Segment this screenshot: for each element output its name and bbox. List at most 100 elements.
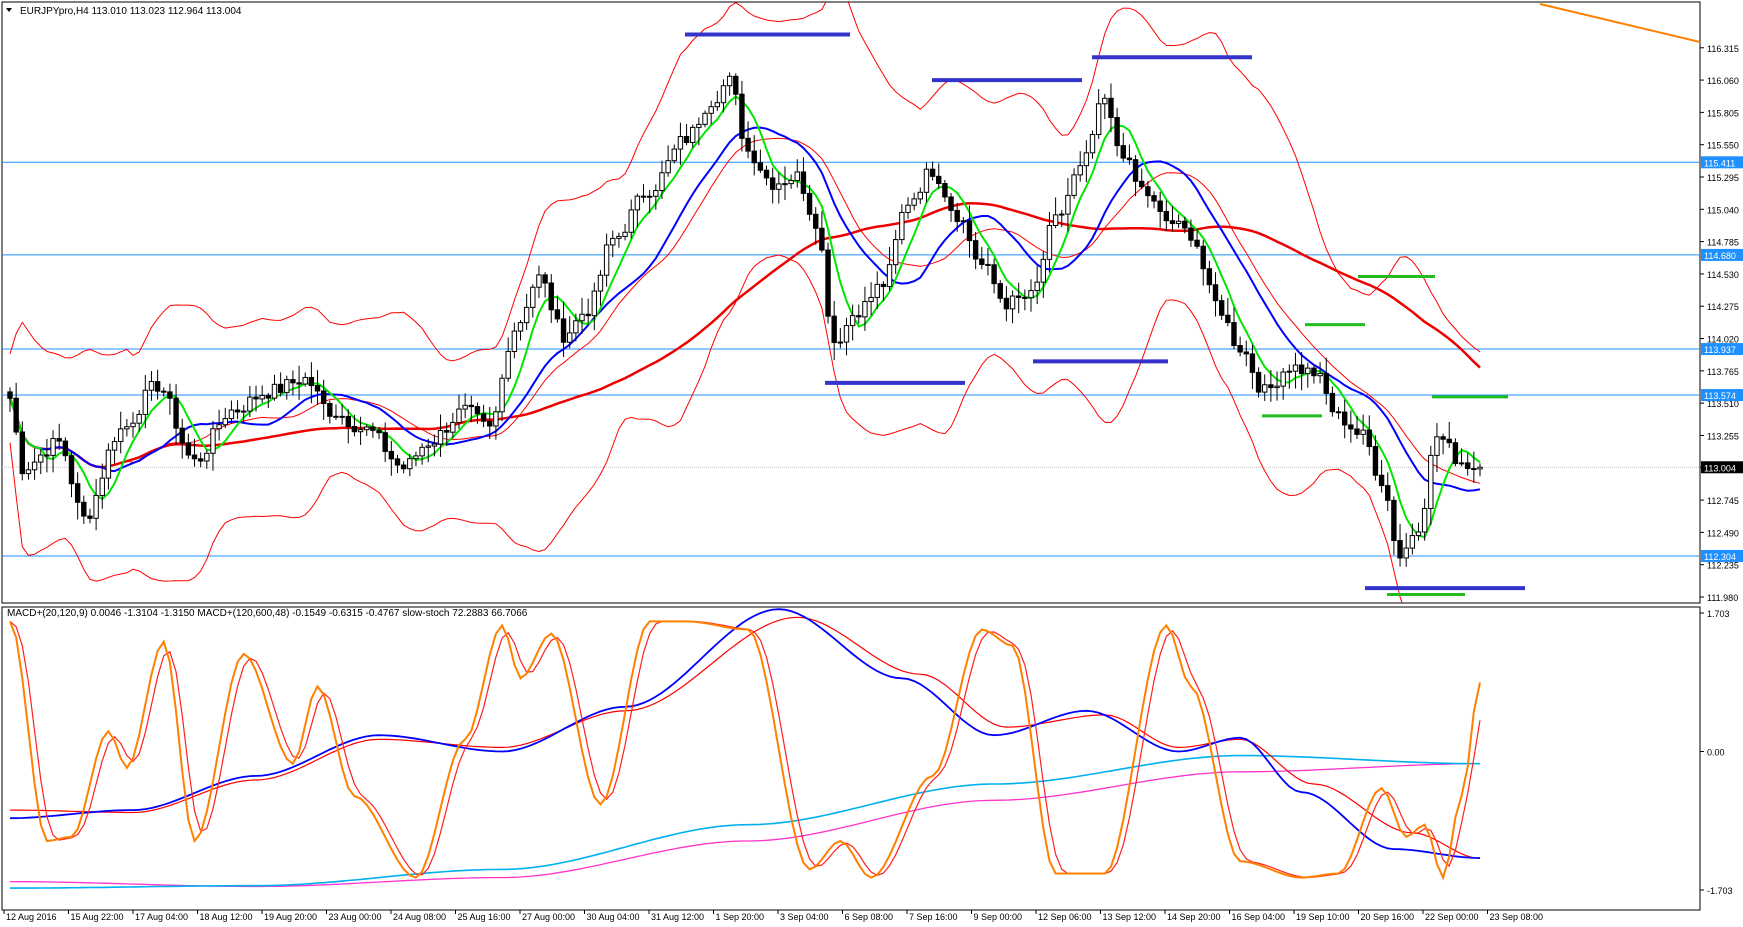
candle xyxy=(1255,367,1262,398)
candle-body xyxy=(905,204,911,213)
candle xyxy=(979,246,985,270)
candle-body xyxy=(1335,411,1342,414)
time-tick-label: 27 Aug 00:00 xyxy=(522,912,575,922)
candle-body xyxy=(622,231,628,237)
main-chart-area[interactable] xyxy=(1,1,1701,604)
drawn-markers[interactable] xyxy=(685,3,1700,596)
candle xyxy=(130,412,136,438)
candle xyxy=(794,159,800,188)
candle-body xyxy=(185,442,192,456)
candle xyxy=(142,375,149,429)
candle-body xyxy=(480,413,487,422)
candle xyxy=(1471,451,1477,483)
price-tick-label: 115.040 xyxy=(1707,205,1739,215)
candle-body xyxy=(677,135,684,150)
candle xyxy=(1114,107,1120,157)
candle xyxy=(56,423,62,450)
candle-body xyxy=(38,454,44,463)
candle xyxy=(314,370,321,405)
candle xyxy=(382,422,388,463)
candle xyxy=(972,231,979,270)
candle-body xyxy=(517,322,524,332)
candle xyxy=(154,369,161,400)
candle xyxy=(985,248,991,276)
candle xyxy=(1354,415,1360,439)
candle-body xyxy=(1360,429,1366,435)
candle xyxy=(862,286,868,331)
candle-body xyxy=(333,415,339,418)
candle-body xyxy=(1237,345,1243,353)
candle xyxy=(1212,272,1219,317)
candle xyxy=(917,187,923,204)
candle-body xyxy=(763,169,770,179)
candle xyxy=(769,167,776,204)
candle xyxy=(1280,368,1286,400)
candle xyxy=(1151,191,1157,209)
candle xyxy=(1286,364,1293,389)
time-axis: 12 Aug 2016 15 Aug 22:00 17 Aug 04:00 18 Au… xyxy=(3,910,1543,922)
candle xyxy=(1403,533,1409,567)
candle-body xyxy=(837,341,844,344)
price-tick-label: 116.315 xyxy=(1707,44,1739,54)
level-tag-label: 113.574 xyxy=(1704,391,1736,401)
candle xyxy=(1366,415,1372,456)
current-price-label: 113.004 xyxy=(1704,463,1736,473)
candle xyxy=(1391,496,1397,555)
time-tick-label: 6 Sep 08:00 xyxy=(845,912,894,922)
candle xyxy=(1028,279,1034,312)
candle-body xyxy=(351,425,358,433)
candle-body xyxy=(1102,97,1108,105)
candle xyxy=(1218,294,1225,320)
trend-line[interactable] xyxy=(1539,3,1700,43)
candle-body xyxy=(690,126,696,143)
subwindow-frame xyxy=(1,606,1701,911)
candle xyxy=(265,392,272,409)
candle-body xyxy=(1311,367,1317,377)
candle xyxy=(1274,371,1280,401)
candle-body xyxy=(407,458,413,470)
candle xyxy=(1157,191,1163,228)
candle xyxy=(13,382,19,435)
candle-body xyxy=(443,430,450,433)
candle xyxy=(320,379,327,420)
candle xyxy=(480,404,487,428)
level-tag-label: 112.304 xyxy=(1704,552,1736,562)
candle xyxy=(1378,459,1385,493)
candle xyxy=(450,412,456,439)
candle-body xyxy=(1378,474,1385,487)
candle-body xyxy=(142,389,149,415)
candle-body xyxy=(1262,384,1268,393)
candle-body xyxy=(25,469,32,475)
candle xyxy=(966,205,973,258)
candle xyxy=(960,217,967,234)
indicator-subwindow[interactable] xyxy=(1,606,1701,911)
candle xyxy=(376,426,382,440)
candle-body xyxy=(437,430,444,445)
candle-body xyxy=(929,168,936,177)
candle-body xyxy=(1397,540,1403,559)
candle-body xyxy=(216,424,222,430)
candle-body xyxy=(714,102,721,108)
candle xyxy=(1009,290,1016,324)
candle-body xyxy=(1157,200,1163,212)
candle xyxy=(874,271,880,310)
candle-body xyxy=(960,220,967,223)
candles xyxy=(7,72,1483,567)
candle-body xyxy=(357,429,364,433)
candle-body xyxy=(628,209,634,233)
candle xyxy=(1225,297,1231,327)
current-price-tag xyxy=(1701,461,1743,474)
candle xyxy=(530,284,536,318)
candle-body xyxy=(1403,547,1409,559)
candle-body xyxy=(560,318,567,343)
level-tag xyxy=(1701,343,1743,356)
candle-body xyxy=(726,75,733,87)
candle-body xyxy=(702,112,708,125)
candle-body xyxy=(124,426,130,430)
candle-body xyxy=(886,264,893,288)
candle-body xyxy=(1016,295,1022,298)
chart-menu-icon[interactable] xyxy=(6,8,12,12)
time-tick-label: 1 Sep 20:00 xyxy=(716,912,765,922)
